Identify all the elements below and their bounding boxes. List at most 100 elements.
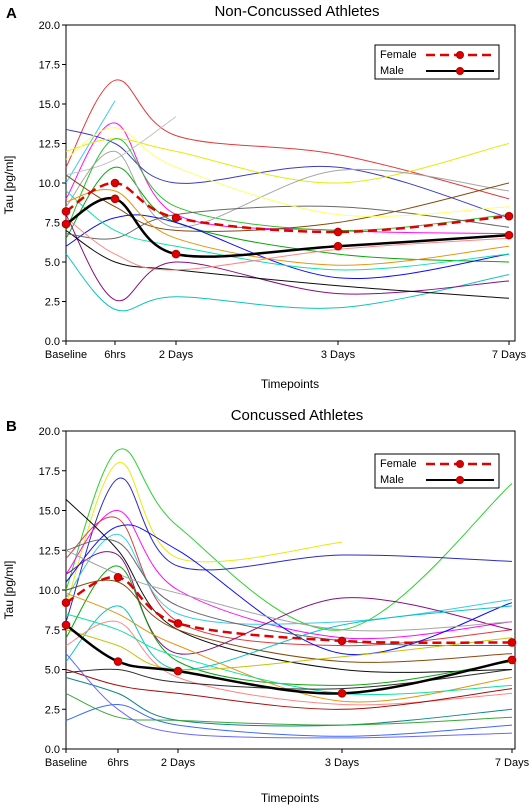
individual-line-b-6: [65, 533, 513, 625]
x-tick-label-b-4: 7 Days: [495, 757, 530, 769]
x-tick-label-a-2: 2 Days: [159, 349, 194, 361]
x-ticks-b: Baseline 6hrs 2 Days 3 Days 7 Days: [45, 749, 530, 769]
y-tick-label-b-6: 15.0: [39, 506, 60, 518]
legend-b: Female Male: [374, 453, 500, 489]
series-point-female-b-2: [173, 619, 183, 628]
individual-line-b-22: [65, 692, 513, 726]
series-point-female-b-4: [507, 638, 517, 647]
individual-line-a-10: [65, 214, 510, 279]
individual-line-b-9: [65, 551, 513, 655]
series-point-male-b-4: [507, 655, 517, 665]
individual-line-a-9: [65, 174, 510, 232]
x-ticks-a: Baseline 6hrs 2 Days 3 Days 7 Days: [45, 341, 527, 361]
individual-line-b-7: [65, 499, 513, 673]
legend-label-female-b: Female: [380, 458, 417, 470]
individual-line-b-2: [65, 477, 513, 622]
individual-line-a-16: [65, 189, 510, 266]
individual-line-a-8: [65, 150, 510, 228]
individual-line-b-3: [65, 509, 513, 640]
individual-line-b-21: [65, 629, 513, 671]
y-tick-label-a-3: 7.5: [45, 218, 60, 230]
individual-line-b-1: [65, 462, 343, 607]
y-tick-label-a-5: 12.5: [39, 139, 60, 151]
panel-letter-b: B: [6, 418, 17, 435]
y-tick-label-b-3: 7.5: [45, 625, 60, 637]
y-tick-label-a-8: 20.0: [39, 20, 60, 32]
series-point-male-b-1: [113, 657, 123, 666]
x-tick-label-a-4: 7 Days: [492, 349, 527, 361]
individual-line-a-18: [65, 127, 510, 217]
x-tick-label-b-0: Baseline: [45, 757, 87, 769]
panel-a-chart: A Non-Concussed Athletes Timepoints Tau …: [2, 3, 527, 391]
y-tick-label-a-4: 10.0: [39, 178, 60, 190]
y-tick-label-a-6: 15.0: [39, 99, 60, 111]
panel-b-chart: B Concussed Athletes Timepoints Tau [pg/…: [2, 407, 530, 805]
series-point-male-a-3: [333, 241, 343, 251]
series-line-male-b: [65, 623, 513, 695]
x-tick-label-b-3: 3 Days: [325, 757, 360, 769]
individual-lines-a: [65, 79, 510, 312]
individual-line-b-12: [65, 549, 513, 632]
series-point-female-a-1: [110, 178, 120, 188]
individual-line-b-20: [65, 653, 513, 739]
y-tick-label-b-4: 10.0: [39, 585, 60, 597]
individual-line-a-14: [65, 205, 510, 240]
individual-line-b-14: [65, 592, 513, 703]
legend-label-male-a: Male: [380, 65, 404, 77]
series-point-male-b-3: [337, 689, 347, 698]
series-point-male-b-0: [61, 620, 71, 630]
individual-line-a-0: [65, 79, 510, 200]
individual-line-a-1: [65, 122, 510, 235]
series-point-female-b-0: [61, 598, 71, 608]
series-point-male-a-2: [171, 249, 181, 259]
individual-line-b-8: [65, 538, 513, 647]
series-point-male-a-0: [61, 219, 71, 229]
series-point-female-a-0: [61, 207, 71, 216]
series-point-female-b-3: [337, 636, 347, 646]
x-tick-label-b-1: 6hrs: [107, 757, 129, 769]
individual-line-a-13: [65, 229, 510, 299]
individual-line-a-11: [65, 253, 510, 312]
y-axis-label-b: Tau [pg/ml]: [2, 561, 16, 620]
individual-line-a-17: [65, 217, 510, 271]
chart-title-b: Concussed Athletes: [231, 407, 364, 424]
y-tick-label-b-8: 20.0: [39, 426, 60, 438]
y-tick-label-b-1: 2.5: [45, 704, 60, 716]
individual-lines-b: [65, 448, 513, 739]
mean-lines-b: [61, 572, 517, 698]
series-point-male-a-1: [110, 194, 120, 204]
x-tick-label-a-1: 6hrs: [104, 349, 126, 361]
series-point-female-b-1: [113, 572, 123, 582]
series-point-female-a-4: [504, 211, 514, 221]
legend-label-female-a: Female: [380, 49, 417, 61]
y-tick-label-b-5: 12.5: [39, 545, 60, 557]
x-tick-label-a-3: 3 Days: [321, 349, 356, 361]
individual-line-b-13: [65, 605, 513, 671]
series-point-male-b-2: [173, 666, 183, 676]
y-axis-label-a: Tau [pg/ml]: [2, 156, 16, 215]
chart-title-a: Non-Concussed Athletes: [214, 3, 379, 20]
individual-line-b-19: [65, 669, 513, 710]
individual-line-b-17: [65, 703, 513, 737]
y-tick-label-b-7: 17.5: [39, 466, 60, 478]
x-tick-label-a-0: Baseline: [45, 349, 87, 361]
panel-letter-a: A: [6, 5, 17, 22]
individual-line-b-18: [65, 677, 513, 727]
y-tick-label-a-0: 0.0: [45, 336, 60, 348]
individual-line-b-10: [65, 565, 513, 686]
individual-line-b-11: [65, 579, 513, 663]
y-tick-label-a-2: 5.0: [45, 257, 60, 269]
y-tick-label-b-0: 0.0: [45, 744, 60, 756]
legend-a: Female Male: [374, 44, 500, 80]
individual-line-b-0: [65, 448, 513, 631]
legend-label-male-b: Male: [380, 474, 404, 486]
y-tick-label-a-7: 17.5: [39, 60, 60, 72]
x-axis-label-b: Timepoints: [261, 791, 319, 805]
individual-line-a-4: [65, 138, 510, 184]
x-axis-label-a: Timepoints: [261, 377, 319, 391]
series-point-female-a-2: [171, 213, 181, 223]
y-ticks-b: 0.0 2.5 5.0 7.5 10.0 12.5 15.0 17.5 20.0: [39, 426, 66, 756]
individual-line-a-5: [65, 116, 177, 176]
individual-line-b-4: [65, 516, 513, 647]
